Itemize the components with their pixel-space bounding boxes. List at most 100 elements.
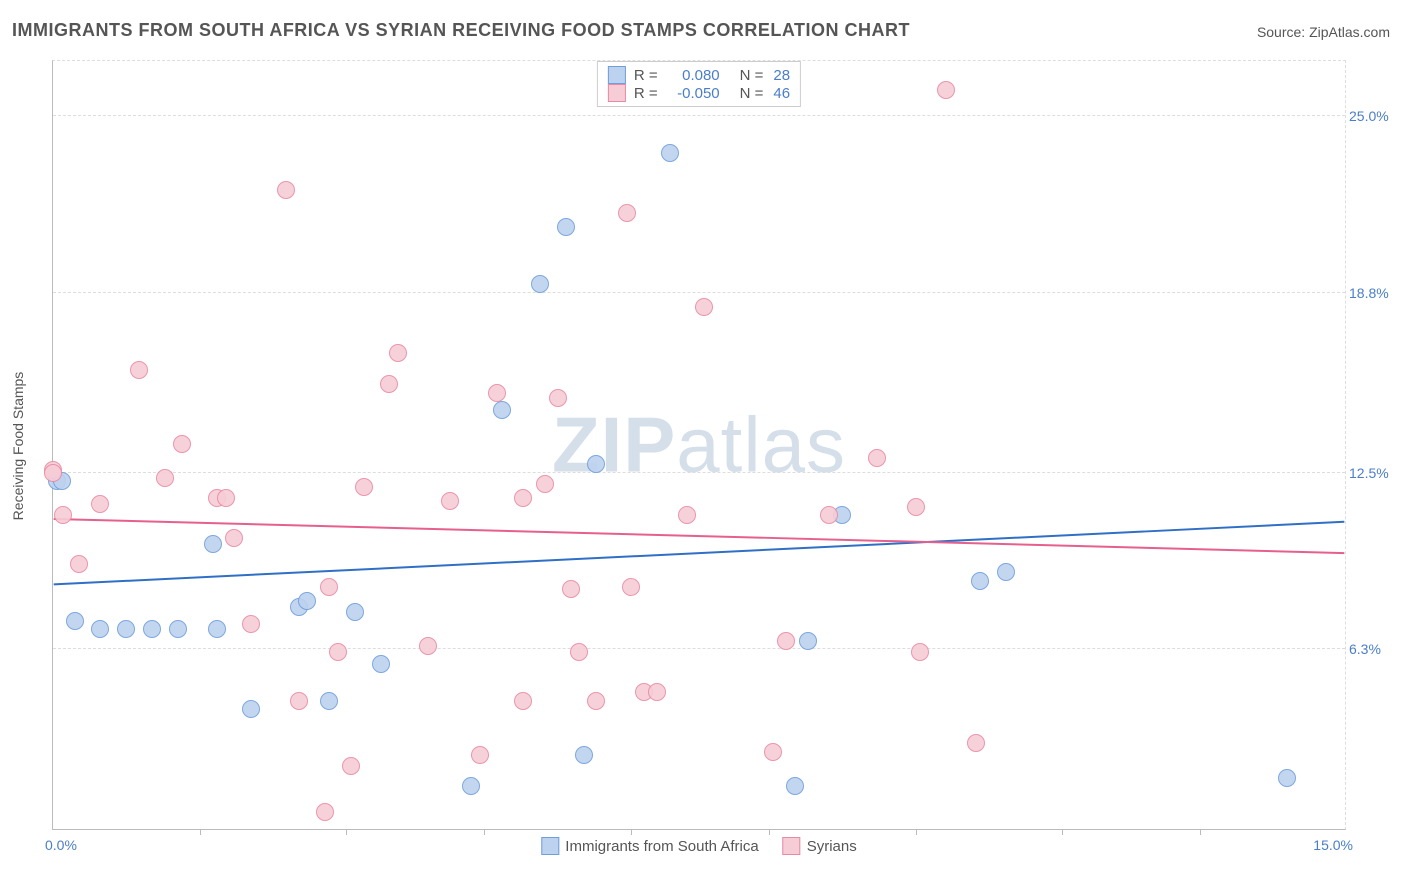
scatter-point: [242, 700, 260, 718]
scatter-point: [570, 643, 588, 661]
scatter-point: [622, 578, 640, 596]
scatter-point: [169, 620, 187, 638]
scatter-point: [441, 492, 459, 510]
y-tick-label: 18.8%: [1349, 285, 1406, 301]
gridline: [53, 472, 1345, 473]
watermark-part1: ZIP: [552, 401, 676, 489]
scatter-point: [911, 643, 929, 661]
scatter-point: [997, 563, 1015, 581]
scatter-point: [320, 692, 338, 710]
scatter-point: [549, 389, 567, 407]
trend-line: [54, 519, 1345, 553]
scatter-point: [820, 506, 838, 524]
stats-legend-row-b: R = -0.050 N = 46: [608, 84, 790, 102]
source-attribution: Source: ZipAtlas.com: [1257, 24, 1390, 40]
value-n-a: 28: [773, 67, 790, 84]
scatter-point: [173, 435, 191, 453]
scatter-point: [562, 580, 580, 598]
legend-label-b: Syrians: [807, 838, 857, 855]
watermark: ZIPatlas: [552, 400, 846, 491]
chart-title: IMMIGRANTS FROM SOUTH AFRICA VS SYRIAN R…: [12, 20, 910, 41]
scatter-point: [661, 144, 679, 162]
scatter-point: [91, 620, 109, 638]
scatter-point: [678, 506, 696, 524]
label-n: N =: [740, 67, 764, 84]
scatter-point: [557, 218, 575, 236]
swatch-series-b: [608, 84, 626, 102]
x-tick: [484, 829, 485, 835]
legend-label-a: Immigrants from South Africa: [565, 838, 758, 855]
scatter-point: [298, 592, 316, 610]
scatter-point: [290, 692, 308, 710]
x-tick: [200, 829, 201, 835]
scatter-point: [462, 777, 480, 795]
scatter-point: [316, 803, 334, 821]
scatter-point: [786, 777, 804, 795]
legend-item-b: Syrians: [783, 837, 857, 855]
scatter-point: [764, 743, 782, 761]
scatter-point: [320, 578, 338, 596]
series-legend: Immigrants from South Africa Syrians: [541, 837, 856, 855]
scatter-point: [531, 275, 549, 293]
scatter-point: [54, 506, 72, 524]
scatter-point: [648, 683, 666, 701]
scatter-point: [355, 478, 373, 496]
scatter-point: [536, 475, 554, 493]
x-tick: [916, 829, 917, 835]
scatter-point: [618, 204, 636, 222]
scatter-point: [587, 455, 605, 473]
value-r-a: 0.080: [668, 67, 720, 84]
scatter-point: [1278, 769, 1296, 787]
chart-container: IMMIGRANTS FROM SOUTH AFRICA VS SYRIAN R…: [0, 0, 1406, 892]
trend-line: [54, 522, 1345, 585]
scatter-point: [117, 620, 135, 638]
scatter-point: [587, 692, 605, 710]
scatter-point: [242, 615, 260, 633]
scatter-point: [208, 620, 226, 638]
x-tick: [631, 829, 632, 835]
gridline: [53, 648, 1345, 649]
scatter-point: [575, 746, 593, 764]
swatch-series-b: [783, 837, 801, 855]
swatch-series-a: [608, 66, 626, 84]
label-r: R =: [634, 67, 658, 84]
scatter-point: [471, 746, 489, 764]
scatter-point: [204, 535, 222, 553]
scatter-point: [419, 637, 437, 655]
x-tick: [346, 829, 347, 835]
y-tick-label: 25.0%: [1349, 108, 1406, 124]
scatter-point: [907, 498, 925, 516]
x-tick: [1062, 829, 1063, 835]
gridline: [53, 115, 1345, 116]
label-r: R =: [634, 85, 658, 102]
scatter-point: [130, 361, 148, 379]
stats-legend: R = 0.080 N = 28 R = -0.050 N = 46: [597, 61, 801, 107]
scatter-point: [868, 449, 886, 467]
x-tick: [769, 829, 770, 835]
label-n: N =: [740, 85, 764, 102]
scatter-point: [91, 495, 109, 513]
scatter-point: [937, 81, 955, 99]
scatter-point: [156, 469, 174, 487]
watermark-part2: atlas: [676, 401, 846, 489]
scatter-point: [514, 692, 532, 710]
scatter-point: [799, 632, 817, 650]
scatter-point: [380, 375, 398, 393]
scatter-point: [514, 489, 532, 507]
y-tick-label: 6.3%: [1349, 641, 1406, 657]
scatter-point: [143, 620, 161, 638]
scatter-point: [389, 344, 407, 362]
legend-item-a: Immigrants from South Africa: [541, 837, 758, 855]
scatter-point: [70, 555, 88, 573]
scatter-point: [372, 655, 390, 673]
y-axis-label: Receiving Food Stamps: [10, 372, 26, 521]
scatter-point: [971, 572, 989, 590]
scatter-point: [777, 632, 795, 650]
scatter-point: [66, 612, 84, 630]
scatter-point: [225, 529, 243, 547]
scatter-point: [329, 643, 347, 661]
scatter-point: [342, 757, 360, 775]
scatter-point: [346, 603, 364, 621]
x-axis-max: 15.0%: [1313, 837, 1353, 853]
scatter-point: [967, 734, 985, 752]
